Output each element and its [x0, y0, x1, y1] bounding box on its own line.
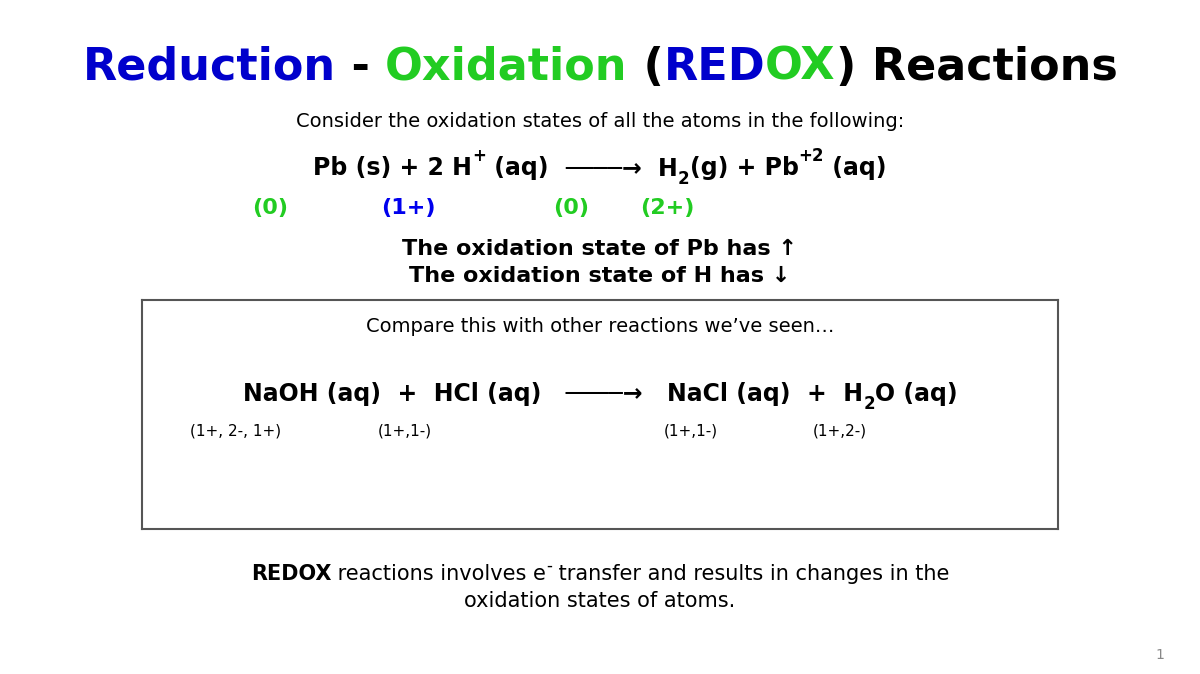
Text: 1: 1: [1156, 648, 1164, 662]
Text: (1+,2-): (1+,2-): [812, 424, 868, 439]
Text: 2: 2: [863, 396, 875, 413]
Text: Reduction: Reduction: [83, 46, 336, 89]
Text: -: -: [336, 46, 385, 89]
Text: (1+, 2-, 1+): (1+, 2-, 1+): [190, 424, 281, 439]
Text: (1+,1-): (1+,1-): [664, 424, 719, 439]
Text: transfer and results in changes in the: transfer and results in changes in the: [552, 564, 949, 584]
Text: oxidation states of atoms.: oxidation states of atoms.: [464, 591, 736, 611]
Text: -: -: [546, 557, 552, 575]
Text: NaOH (aq)  +  HCl (aq): NaOH (aq) + HCl (aq): [242, 382, 541, 406]
Text: (0): (0): [252, 197, 288, 218]
Text: (g) + Pb: (g) + Pb: [690, 156, 799, 181]
Text: 2: 2: [678, 170, 690, 187]
Text: (1+,1-): (1+,1-): [377, 424, 432, 439]
Text: (aq): (aq): [824, 156, 887, 181]
Text: (aq): (aq): [486, 156, 565, 181]
Text: +: +: [472, 148, 486, 165]
Text: Consider the oxidation states of all the atoms in the following:: Consider the oxidation states of all the…: [296, 112, 904, 131]
Text: (0): (0): [553, 197, 589, 218]
Text: reactions involves e: reactions involves e: [331, 564, 546, 584]
Text: ────→: ────→: [541, 382, 667, 406]
Text: RED: RED: [664, 46, 766, 89]
Text: (1+): (1+): [380, 197, 436, 218]
Text: Compare this with other reactions we’ve seen…: Compare this with other reactions we’ve …: [366, 317, 834, 336]
Text: +2: +2: [799, 148, 824, 165]
Text: ) Reactions: ) Reactions: [835, 46, 1117, 89]
Text: (2+): (2+): [640, 197, 695, 218]
Text: O (aq): O (aq): [875, 382, 958, 406]
Text: (: (: [628, 46, 664, 89]
Text: The oxidation state of Pb has ↑: The oxidation state of Pb has ↑: [402, 239, 798, 259]
Text: NaCl (aq)  +  H: NaCl (aq) + H: [667, 382, 863, 406]
Text: Pb (s) + 2 H: Pb (s) + 2 H: [313, 156, 472, 181]
Text: H: H: [659, 156, 678, 181]
Text: OX: OX: [766, 46, 835, 89]
Text: The oxidation state of H has ↓: The oxidation state of H has ↓: [409, 266, 791, 286]
Text: ────→: ────→: [565, 156, 659, 181]
Text: REDOX: REDOX: [251, 564, 331, 584]
Text: Oxidation: Oxidation: [385, 46, 628, 89]
